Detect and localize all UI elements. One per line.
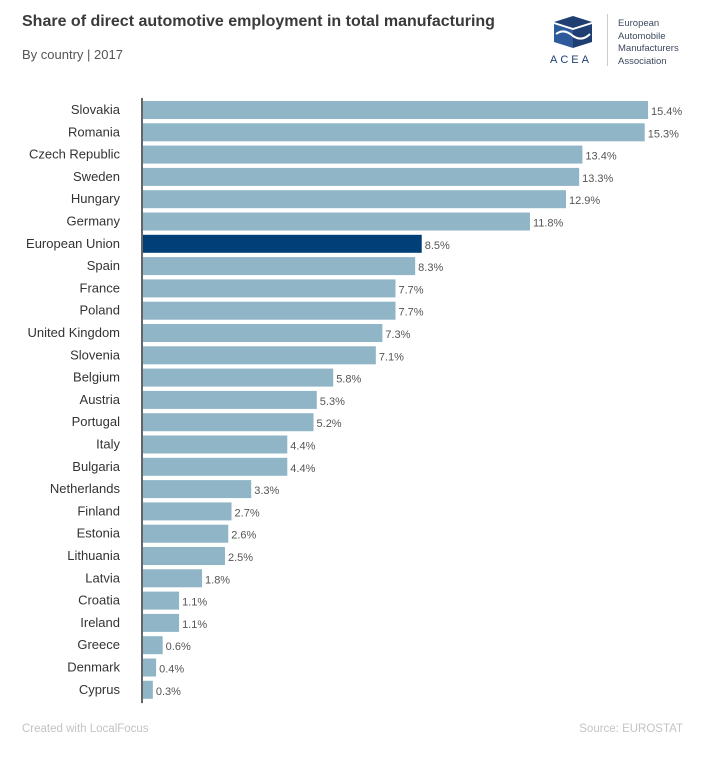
logo-line: Manufacturers — [618, 43, 679, 54]
category-label: Portugal — [72, 414, 121, 429]
category-label: Ireland — [80, 615, 120, 630]
bar — [143, 658, 157, 677]
bar — [143, 591, 180, 610]
value-label: 2.7% — [235, 507, 260, 519]
value-label: 5.8% — [336, 374, 361, 386]
value-label: 13.4% — [585, 151, 616, 163]
footer-credit: Created with LocalFocus — [22, 723, 149, 735]
category-label: Slovakia — [71, 102, 121, 117]
bar — [143, 257, 416, 276]
value-label: 8.3% — [418, 262, 443, 274]
value-label: 2.5% — [228, 552, 253, 564]
value-label: 7.1% — [379, 351, 404, 363]
bar — [143, 413, 314, 432]
category-label: Romania — [68, 124, 121, 139]
footer-source: Source: EUROSTAT — [579, 723, 683, 735]
value-label: 4.4% — [290, 463, 315, 475]
bar — [143, 145, 583, 164]
category-label: Hungary — [71, 191, 121, 206]
bar — [143, 636, 163, 655]
category-label: Germany — [67, 214, 121, 229]
value-label: 11.8% — [533, 218, 564, 230]
bar — [143, 390, 317, 409]
bar — [143, 547, 225, 565]
bar — [143, 234, 422, 253]
bar — [143, 101, 648, 119]
chart-subtitle: By country | 2017 — [22, 47, 123, 62]
value-label: 8.5% — [425, 240, 450, 252]
value-label: 5.3% — [320, 396, 345, 408]
bar — [143, 167, 580, 186]
value-label: 2.6% — [231, 530, 256, 542]
category-label: Poland — [80, 303, 120, 318]
bar — [143, 613, 180, 632]
acea-wordmark: ACEA — [550, 54, 592, 66]
bar — [143, 324, 383, 342]
category-label: Sweden — [73, 169, 120, 184]
category-label: Bulgaria — [72, 459, 120, 474]
bar — [143, 680, 153, 699]
logo-line: European — [618, 18, 660, 29]
category-label: European Union — [26, 236, 120, 251]
category-label: Netherlands — [50, 481, 121, 496]
value-label: 15.3% — [648, 128, 679, 140]
value-label: 0.3% — [156, 686, 181, 698]
bar — [143, 279, 396, 298]
acea-full-name: European Automobile Manufacturers Associ… — [618, 18, 679, 68]
value-label: 12.9% — [569, 195, 600, 207]
value-label: 3.3% — [254, 485, 279, 497]
acea-logo-icon — [554, 16, 592, 48]
logo-line: Automobile — [618, 30, 666, 42]
value-label: 0.6% — [166, 641, 191, 653]
bar — [143, 524, 229, 543]
logo-line: Association — [618, 55, 667, 67]
bar — [143, 301, 396, 320]
category-label: Belgium — [73, 370, 120, 385]
value-label: 0.4% — [159, 664, 184, 676]
value-label: 15.4% — [651, 106, 682, 118]
bar — [143, 123, 645, 142]
bar — [143, 368, 334, 387]
value-label: 1.1% — [182, 619, 207, 631]
bar — [143, 502, 232, 521]
category-label: Croatia — [78, 593, 121, 608]
value-label: 13.3% — [582, 173, 613, 185]
category-label: Estonia — [77, 526, 121, 541]
bar — [143, 212, 530, 231]
category-label: France — [80, 280, 120, 295]
value-label: 4.4% — [290, 441, 315, 453]
category-label: Slovenia — [70, 347, 121, 362]
category-label: Italy — [96, 437, 120, 452]
category-label: Finland — [77, 503, 120, 518]
category-label: Greece — [77, 637, 120, 652]
category-label: Czech Republic — [29, 147, 121, 162]
bar — [143, 569, 203, 588]
category-label: Latvia — [85, 570, 120, 585]
bar — [143, 190, 567, 209]
bar — [143, 457, 288, 476]
value-label: 7.7% — [399, 307, 424, 319]
logo-divider — [607, 14, 608, 66]
category-label: Spain — [87, 258, 120, 273]
value-label: 7.3% — [385, 329, 410, 341]
chart-title: Share of direct automotive employment in… — [22, 13, 495, 30]
bar — [143, 346, 376, 365]
category-label: Cyprus — [79, 682, 121, 697]
category-label: United Kingdom — [28, 325, 121, 340]
category-label: Lithuania — [67, 548, 121, 563]
bar — [143, 480, 252, 499]
value-label: 5.2% — [317, 418, 342, 430]
category-label: Denmark — [67, 660, 120, 675]
value-label: 1.8% — [205, 574, 230, 586]
value-label: 1.1% — [182, 597, 207, 609]
bar — [143, 435, 288, 454]
value-label: 7.7% — [399, 284, 424, 296]
category-label: Austria — [80, 392, 121, 407]
